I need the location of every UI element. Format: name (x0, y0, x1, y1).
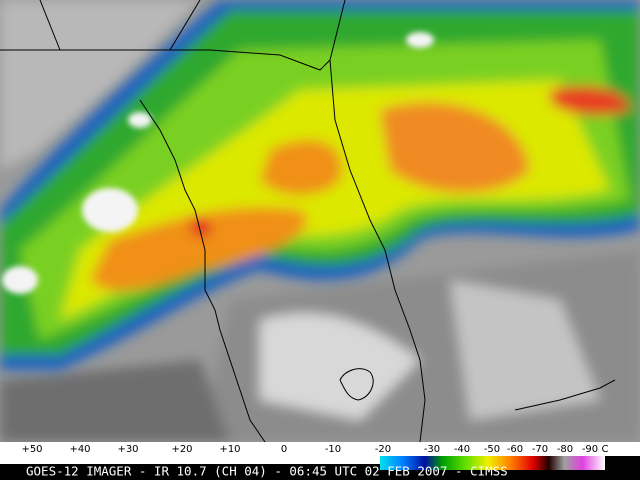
colorbar-segment (0, 456, 380, 464)
colorbar-label: -30 (424, 444, 440, 455)
colorbar-label: C (602, 444, 609, 455)
coastlines (0, 0, 616, 443)
colorbar-label: -60 (507, 444, 523, 455)
colorbar-label: +30 (117, 444, 138, 455)
caption: GOES-12 IMAGER - IR 10.7 (CH 04) - 06:45… (26, 464, 508, 479)
colorbar-label: +40 (69, 444, 90, 455)
colorbar-label: +20 (171, 444, 192, 455)
colorbar-label: -90 (582, 444, 598, 455)
colorbar-label: -50 (484, 444, 500, 455)
colorbar-label: +10 (219, 444, 240, 455)
colorbar-label: -40 (454, 444, 470, 455)
cold-patches (2, 32, 434, 294)
colorbar-label: -10 (325, 444, 341, 455)
colorbar-label: -20 (375, 444, 391, 455)
colorbar-labels-strip (0, 442, 640, 456)
cloud-field (0, 0, 640, 370)
colorbar-label: 0 (281, 444, 287, 455)
clear-sky (0, 0, 640, 442)
colorbar (380, 456, 605, 470)
colorbar-label: +50 (21, 444, 42, 455)
colorbar-label: -70 (532, 444, 548, 455)
colorbar-label: -80 (557, 444, 573, 455)
